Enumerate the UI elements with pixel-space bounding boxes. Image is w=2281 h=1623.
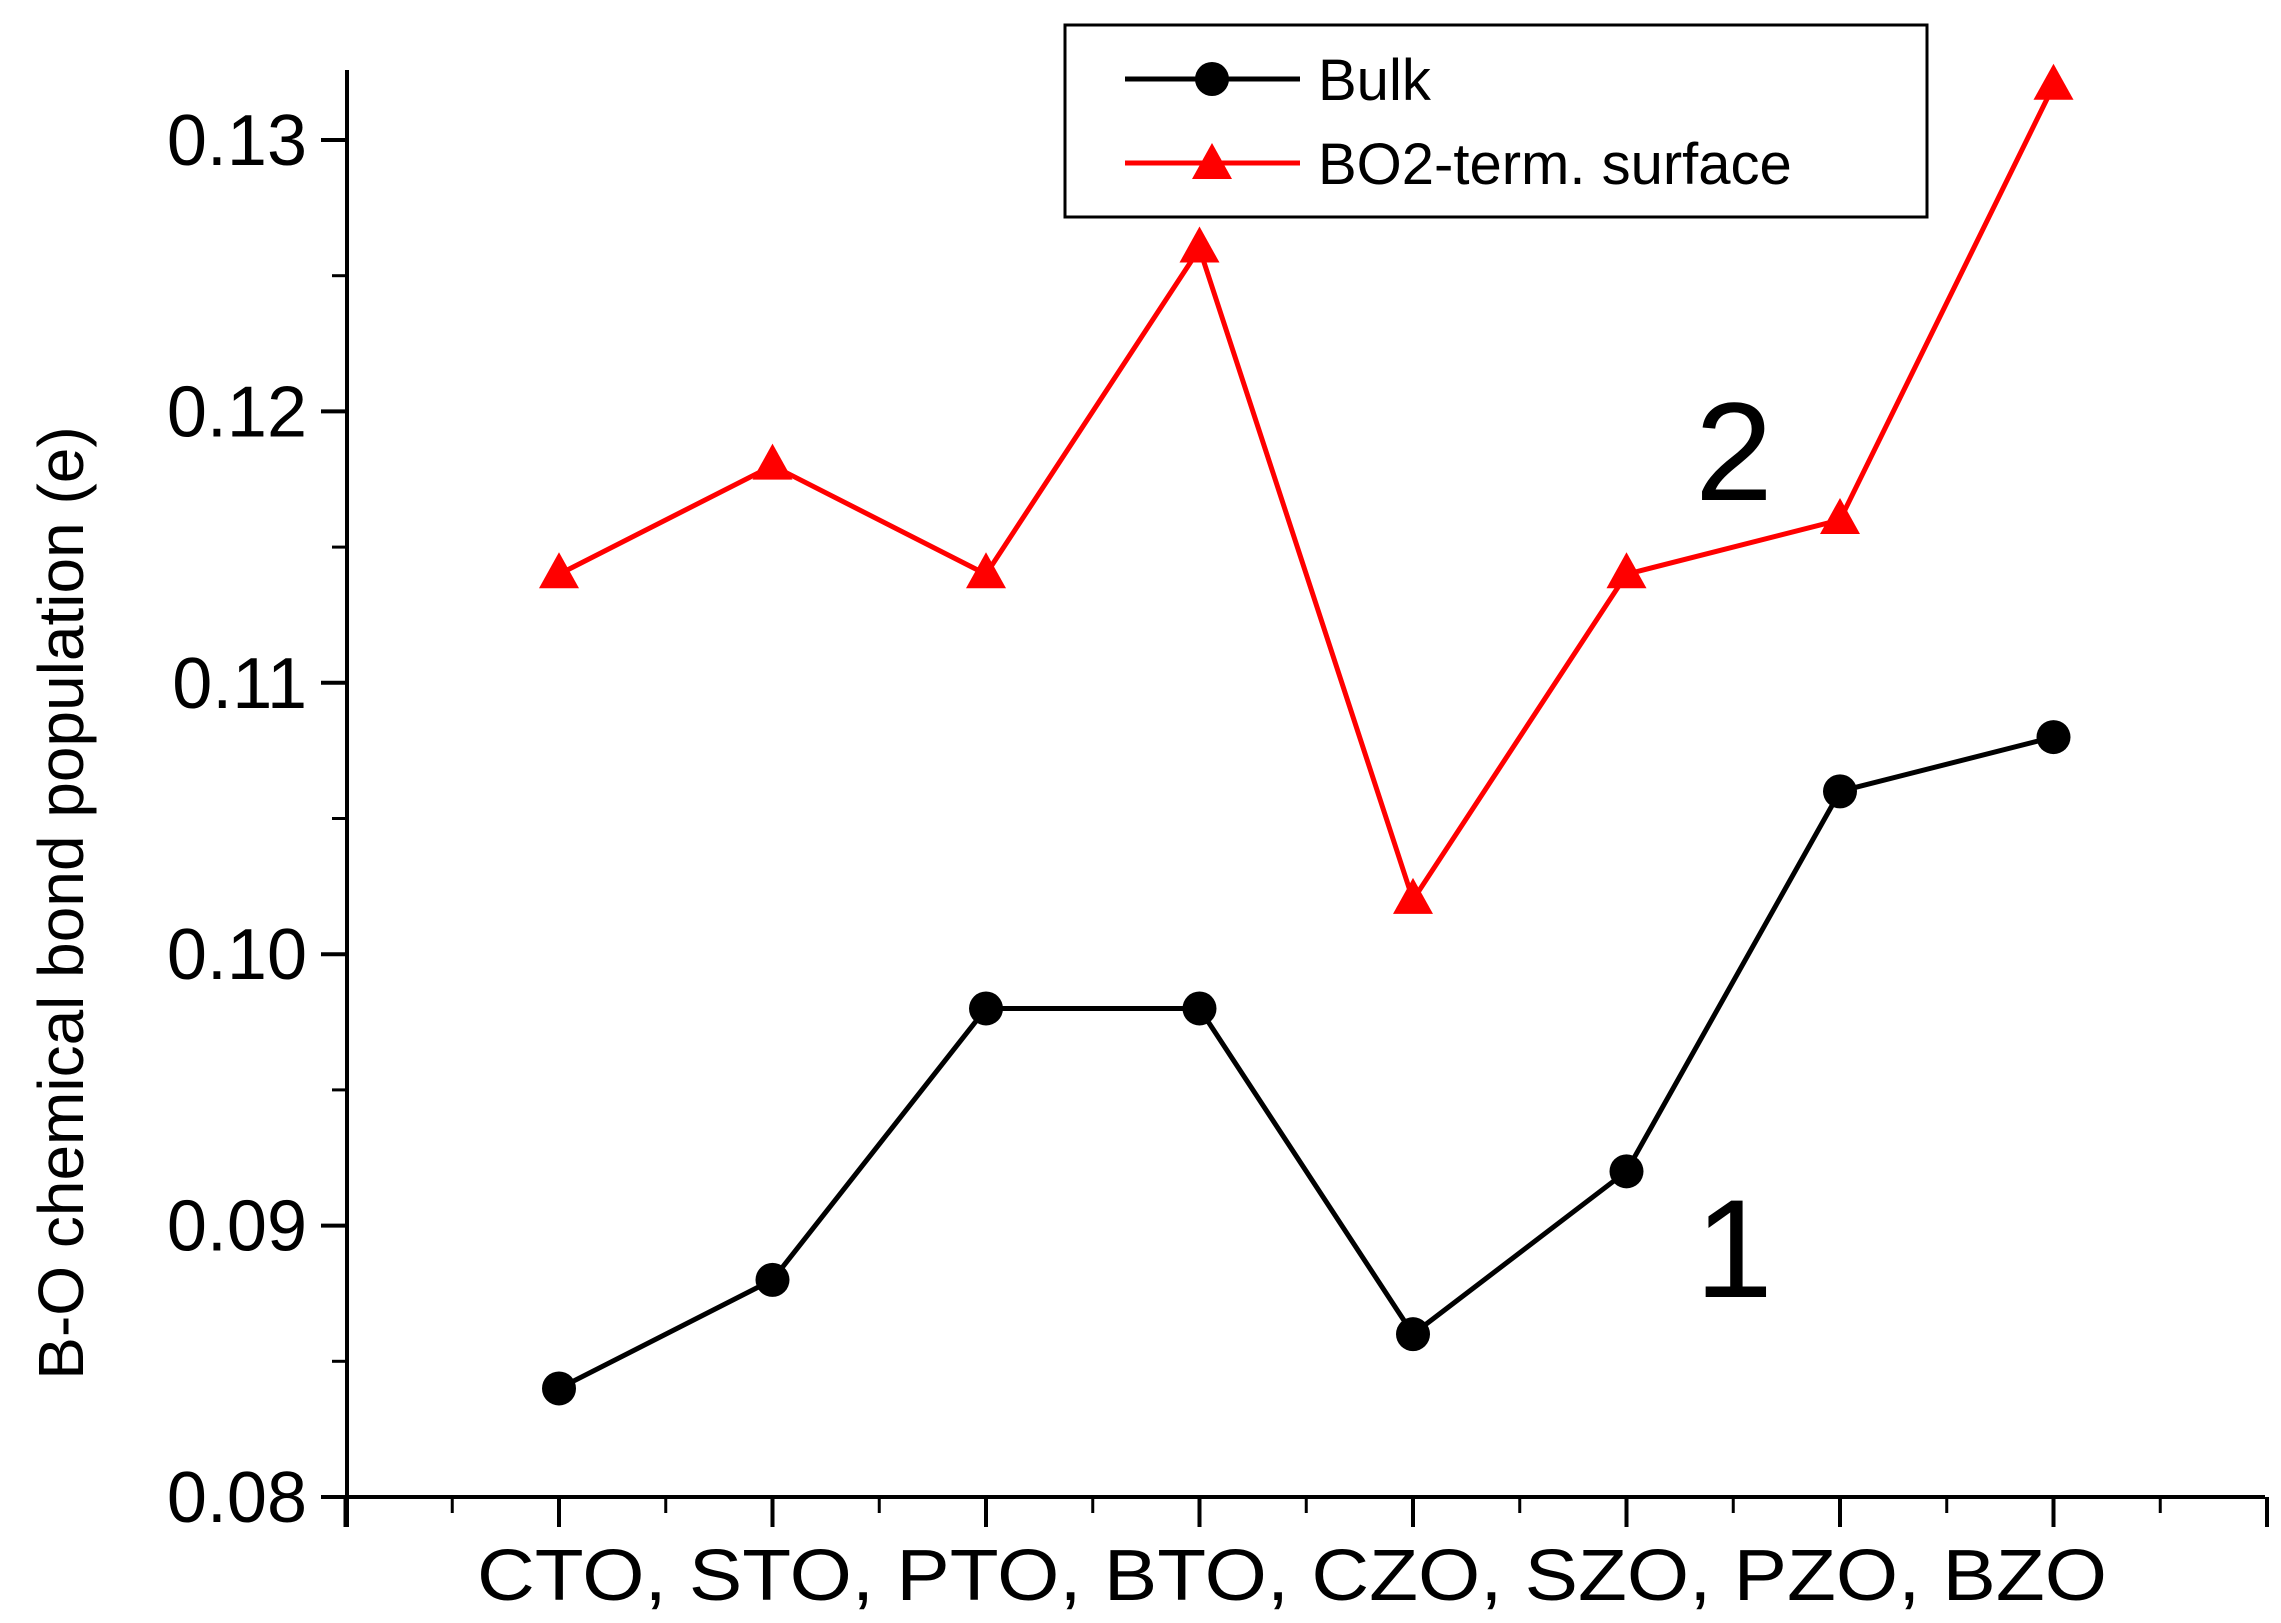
legend: Bulk BO2-term. surface	[1063, 23, 1929, 219]
data-point	[752, 443, 793, 480]
y-ticks: 0.08 0.09 0.10 0.11 0.12 0.13	[167, 101, 347, 1538]
data-point	[2033, 63, 2074, 100]
y-tick-label: 0.13	[167, 101, 307, 181]
series-surface	[539, 63, 2074, 914]
x-axis-label: CTO, STO, PTO, BTO, CZO, SZO, PZO, BZO	[477, 1536, 2107, 1616]
legend-label-surface: BO2-term. surface	[1318, 132, 1792, 197]
data-point	[2036, 720, 2071, 755]
y-axis-label: B-O chemical bond population (e)	[25, 426, 97, 1379]
data-point	[969, 991, 1003, 1026]
data-point	[542, 1371, 576, 1406]
data-point	[755, 1262, 790, 1297]
data-point	[1182, 991, 1217, 1026]
data-point	[1393, 877, 1433, 914]
y-tick-label: 0.11	[172, 644, 307, 724]
data-point	[1396, 1317, 1430, 1352]
y-tick-label: 0.08	[167, 1458, 307, 1538]
axes	[345, 70, 2265, 1527]
y-tick-label: 0.09	[167, 1187, 307, 1267]
data-point	[1609, 1154, 1644, 1189]
legend-marker-surface	[1192, 143, 1232, 179]
x-ticks	[343, 1497, 2269, 1527]
series-bulk	[542, 720, 2071, 1406]
legend-marker-bulk	[1195, 62, 1229, 96]
data-point	[539, 552, 579, 589]
data-point	[1179, 226, 1220, 263]
data-point	[1606, 552, 1647, 589]
series-line	[557, 84, 2056, 903]
y-tick-label: 0.12	[167, 372, 307, 452]
data-point	[1820, 497, 1860, 534]
series-layer	[539, 63, 2074, 1406]
legend-label-bulk: Bulk	[1318, 48, 1432, 113]
data-point	[1823, 774, 1857, 809]
data-point	[966, 552, 1006, 589]
series-line	[557, 734, 2055, 1391]
annotation-1: 1	[1695, 1170, 1773, 1327]
annotation-2: 2	[1695, 373, 1773, 530]
legend-box	[1063, 23, 1929, 219]
y-tick-label: 0.10	[167, 915, 307, 995]
